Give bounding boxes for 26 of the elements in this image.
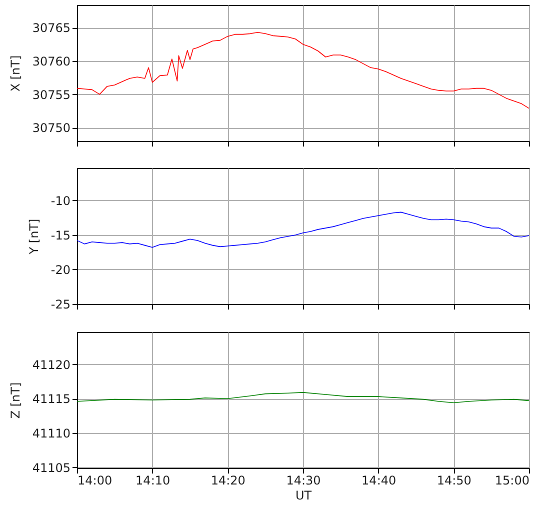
x-tick-label: 14:10	[136, 474, 170, 488]
y-tick-label: -10	[50, 194, 70, 208]
y-tick-label: 30755	[32, 88, 70, 102]
x-tick-label: 14:30	[286, 474, 321, 488]
line-series	[77, 392, 529, 404]
x-tick-label: 14:20	[210, 474, 246, 488]
y-tick-label: 41105	[32, 460, 70, 475]
y-tick-label: 41110	[32, 426, 70, 440]
line-series	[77, 212, 529, 248]
x-axis-title: UT	[295, 488, 312, 502]
y-tick-label: 30760	[32, 54, 70, 68]
y-tick-label: 30750	[32, 121, 70, 136]
y-axis-title: X [nT]	[8, 55, 22, 92]
y-axis-title: Z [nT]	[8, 382, 22, 419]
y-axis-title: Y [nT]	[26, 218, 41, 256]
x-tick-label: 15:00	[494, 474, 530, 488]
y-tick-label: -15	[50, 228, 70, 242]
y-tick-label: 41120	[32, 358, 70, 372]
x-tick-label: 14:40	[362, 474, 396, 488]
y-tick-label: 30765	[32, 21, 70, 36]
x-tick-label: 14:00	[78, 474, 112, 488]
y-tick-label: -20	[50, 262, 70, 277]
y-tick-label: 41115	[32, 392, 70, 406]
x-tick-label: 14:50	[436, 474, 472, 488]
line-series	[77, 32, 529, 109]
y-tick-label: -25	[50, 298, 70, 312]
